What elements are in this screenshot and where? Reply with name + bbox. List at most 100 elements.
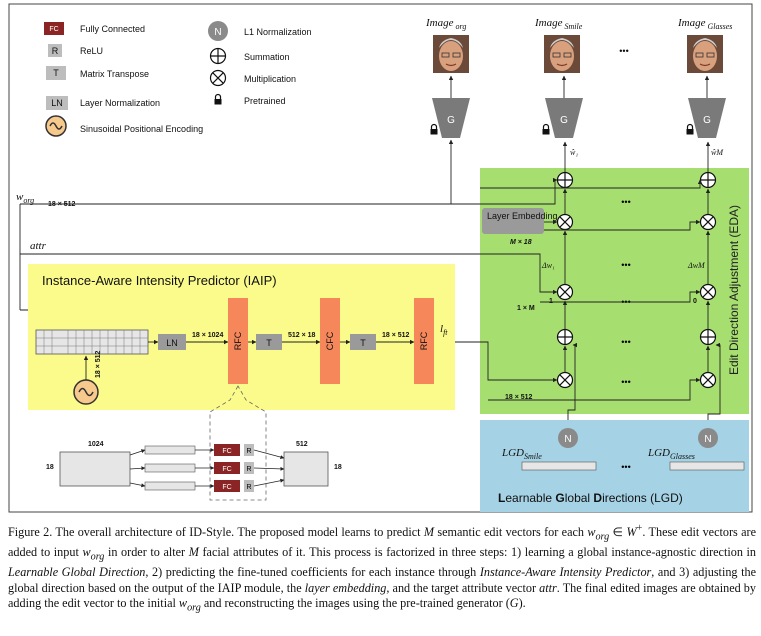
iaip-rfc-2-label: RFC <box>419 331 429 350</box>
image-glasses: Image Glasses ŵM <box>677 17 732 157</box>
lgd-smile-vector <box>521 461 597 471</box>
iaip-input-matrix <box>35 329 149 355</box>
sum-node-1a <box>556 171 574 189</box>
legend-ln-code: LN <box>51 98 63 108</box>
iaip-dim-1: 18 × 1024 <box>192 332 223 339</box>
legend-transpose: Matrix Transpose <box>80 69 149 79</box>
eda-dots-4: ••• <box>621 337 630 347</box>
legend-mult: Multiplication <box>244 74 296 84</box>
detail-fc-2: FC <box>222 466 231 473</box>
figure-caption: Figure 2. The overall architecture of ID… <box>8 523 756 614</box>
pos-dim: 18 × 512 <box>95 350 102 378</box>
lgd-n-smile <box>558 428 578 448</box>
legend: FC Fully Connected R ReLU T Matrix Trans… <box>44 21 312 137</box>
detail-r-1: R <box>246 448 251 455</box>
eda-title: Edit Direction Adjustment (EDA) <box>727 205 741 375</box>
iaip-rfc-1 <box>228 298 248 384</box>
generator-smile <box>545 98 583 138</box>
legend-l1: L1 Normalization <box>244 27 312 37</box>
detail-1024: 1024 <box>88 441 104 448</box>
iaip-t-2-label: T <box>360 338 366 348</box>
mult-node-Mc <box>699 371 717 389</box>
attr-label: attr <box>30 240 47 252</box>
iaip-rfc-1-label: RFC <box>233 331 243 350</box>
detail-512: 512 <box>296 441 308 448</box>
lock-icon-smile <box>541 123 551 136</box>
lock-icon <box>213 93 223 106</box>
mult-node-Mb <box>699 283 717 301</box>
legend-layernorm: Layer Normalization <box>80 98 160 108</box>
images-ellipsis: ••• <box>619 46 628 56</box>
lgd-n-smile-label: N <box>564 434 571 445</box>
rfc-detail-callout <box>209 385 267 501</box>
delta-w1: Δw₁ <box>541 261 555 270</box>
lgd-n-glasses <box>698 428 718 448</box>
detail-fc-3: FC <box>222 484 231 491</box>
mult-node-1b <box>556 283 574 301</box>
iaip-rfc-2 <box>414 298 434 384</box>
iaip-ln-label: LN <box>166 338 178 348</box>
iaip-title: Instance-Aware Intensity Predictor (IAIP… <box>42 273 277 288</box>
lgd-glasses-label: LGDGlasses <box>647 447 695 461</box>
detail-r-2: R <box>246 466 251 473</box>
face-image-glasses <box>686 34 724 74</box>
sum-node-1b <box>556 328 574 346</box>
iaip-ln <box>158 334 186 350</box>
legend-sin: Sinusoidal Positional Encoding <box>80 124 203 134</box>
legend-n-code: N <box>214 27 221 38</box>
eda-dots-5: ••• <box>621 377 630 387</box>
architecture-diagram: G FC Fully Connected R ReLU T Matrix Tra… <box>8 3 753 513</box>
delta-wM: ΔwM <box>687 261 706 270</box>
legend-sum: Summation <box>244 52 290 62</box>
eda-dots-1: ••• <box>621 197 630 207</box>
eda-1xM: 1 × M <box>517 305 535 312</box>
w-org-dim: 18 × 512 <box>48 201 76 208</box>
mult-node-1a <box>556 213 574 231</box>
lgd-glasses-vector <box>669 461 745 471</box>
mult-node-1c <box>556 371 574 389</box>
layer-embedding-label: Layer Embedding <box>487 211 558 221</box>
lgd-dots: ••• <box>621 462 630 472</box>
image-smile: Image Smile ŵ₁ <box>534 17 583 157</box>
image-org: Image org <box>425 17 470 138</box>
detail-r-3: R <box>246 484 251 491</box>
iaip-t-1 <box>256 334 282 350</box>
iaip-dim-2: 512 × 18 <box>288 332 316 339</box>
eda-dots-2: ••• <box>621 260 630 270</box>
w-hat-1: ŵ₁ <box>570 148 578 157</box>
iaip-cfc <box>320 298 340 384</box>
sum-node-Ma <box>699 171 717 189</box>
legend-r-code: R <box>52 46 59 56</box>
w-org-label: worg <box>16 191 34 205</box>
w-hat-M: ŵM <box>711 148 724 157</box>
face-image-org <box>432 34 470 74</box>
eda-m18: M × 18 <box>510 239 532 246</box>
legend-fc-code: FC <box>49 26 58 33</box>
mult-node-Ma <box>699 213 717 231</box>
image-glasses-title: Image Glasses <box>677 17 732 31</box>
lock-icon-org <box>429 123 439 136</box>
times-icon <box>209 69 227 87</box>
eda-zero: 0 <box>693 298 697 305</box>
detail-18b: 18 <box>334 464 342 471</box>
generator-glasses <box>688 98 726 138</box>
face-image-smile <box>543 34 581 74</box>
lft-label: lft <box>440 323 448 337</box>
lgd-n-glasses-label: N <box>704 434 711 445</box>
iaip-t-2 <box>350 334 376 350</box>
sum-node-Mb <box>699 328 717 346</box>
legend-relu: ReLU <box>80 46 103 56</box>
generator-org <box>432 98 470 138</box>
rfc-detail: 1024 18 FC FC FC R R R 512 18 <box>46 441 342 492</box>
eda-18x512: 18 × 512 <box>505 394 533 401</box>
lock-icon-glasses <box>685 123 695 136</box>
lgd-title: Learnable Global Directions (LGD) <box>498 491 683 505</box>
lgd-smile-label: LGDSmile <box>501 447 542 461</box>
image-org-title: Image org <box>425 17 466 31</box>
plus-icon <box>209 47 227 65</box>
iaip-cfc-label: CFC <box>325 331 335 350</box>
iaip-dim-3: 18 × 512 <box>382 332 410 339</box>
legend-fc: Fully Connected <box>80 24 145 34</box>
iaip-t-1-label: T <box>266 338 272 348</box>
detail-18a: 18 <box>46 464 54 471</box>
